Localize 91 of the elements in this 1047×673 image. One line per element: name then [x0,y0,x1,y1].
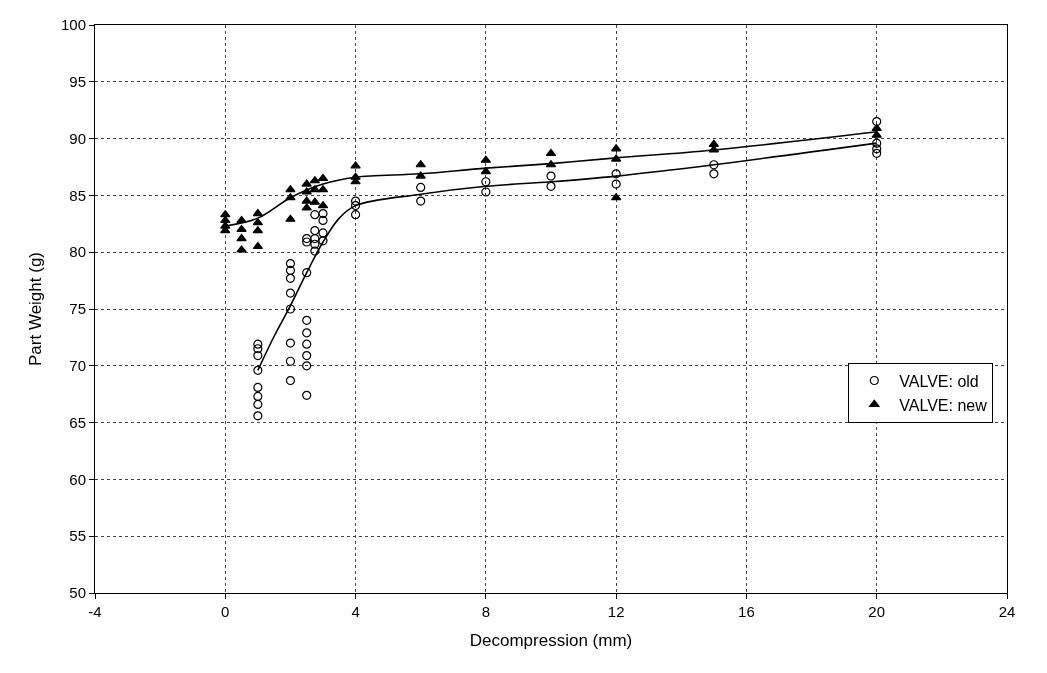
point [350,210,361,220]
x-tick-label: 16 [738,603,755,620]
point [285,304,296,314]
point [481,187,491,197]
point [253,411,263,421]
point [709,160,719,170]
point [285,214,296,222]
point [253,382,263,392]
point [416,182,426,193]
point [302,268,312,278]
x-tick-label: 8 [481,603,491,620]
point [415,160,426,168]
point [481,177,491,187]
x-tick-label: -4 [88,603,102,620]
point [310,246,320,256]
point [318,236,328,246]
point [301,179,312,187]
point [350,196,361,206]
point [236,233,247,242]
point [318,215,328,225]
point [253,365,263,375]
x-axis-title: Decompression (mm) [469,631,633,651]
point [220,210,231,218]
point [302,339,312,349]
y-tick-label: 70 [69,357,86,375]
y-tick-label: 60 [69,470,86,488]
point [546,181,556,191]
y-tick-label: 85 [69,186,86,204]
x-tick-label: 24 [998,603,1016,620]
point [302,237,312,247]
point [872,138,882,148]
point [310,233,320,244]
x-tick-label: 20 [868,603,886,620]
point [301,196,312,204]
point [253,344,263,354]
point [301,187,312,195]
point [253,399,263,410]
point [318,228,328,238]
point [611,169,621,179]
y-tick-label: 55 [69,527,86,545]
point [252,241,264,250]
point [350,201,361,211]
point [285,375,296,386]
point [302,328,312,338]
legend-label: VALVE: new [899,396,988,414]
point [253,391,263,402]
x-tick-label: 4 [351,603,360,620]
point [253,339,263,349]
y-axis-title: Part Weight (g) [25,251,45,367]
point [302,361,312,371]
point [350,161,361,169]
point [709,169,719,179]
point [302,350,312,361]
point [302,233,312,244]
point [285,265,296,275]
point [318,208,328,219]
point [236,224,247,233]
point [285,258,296,269]
point [236,245,247,253]
legend-label: VALVE: old [899,372,979,390]
point [611,179,621,189]
point [301,203,312,211]
y-tick-label: 50 [69,584,86,602]
point [285,185,296,193]
y-tick-label: 95 [69,73,86,91]
point [415,171,426,179]
point [285,273,296,283]
point [302,390,312,400]
point [310,210,320,220]
point [285,338,296,348]
point [285,288,296,298]
x-tick-label: 12 [607,603,625,620]
y-tick-label: 65 [69,413,86,431]
point [871,123,882,131]
point [416,196,426,206]
x-tick-label: 0 [221,603,230,620]
point [285,356,296,366]
y-tick-label: 80 [69,243,86,261]
point [253,350,263,361]
y-tick-label: 90 [69,129,86,147]
point [310,239,320,249]
y-tick-label: 100 [60,16,86,34]
point [546,171,556,181]
point [302,315,312,325]
point [872,116,882,127]
point [310,226,320,236]
point [871,130,882,138]
point [872,144,882,154]
point [252,208,264,217]
y-tick-label: 75 [69,300,86,318]
point [872,148,882,158]
